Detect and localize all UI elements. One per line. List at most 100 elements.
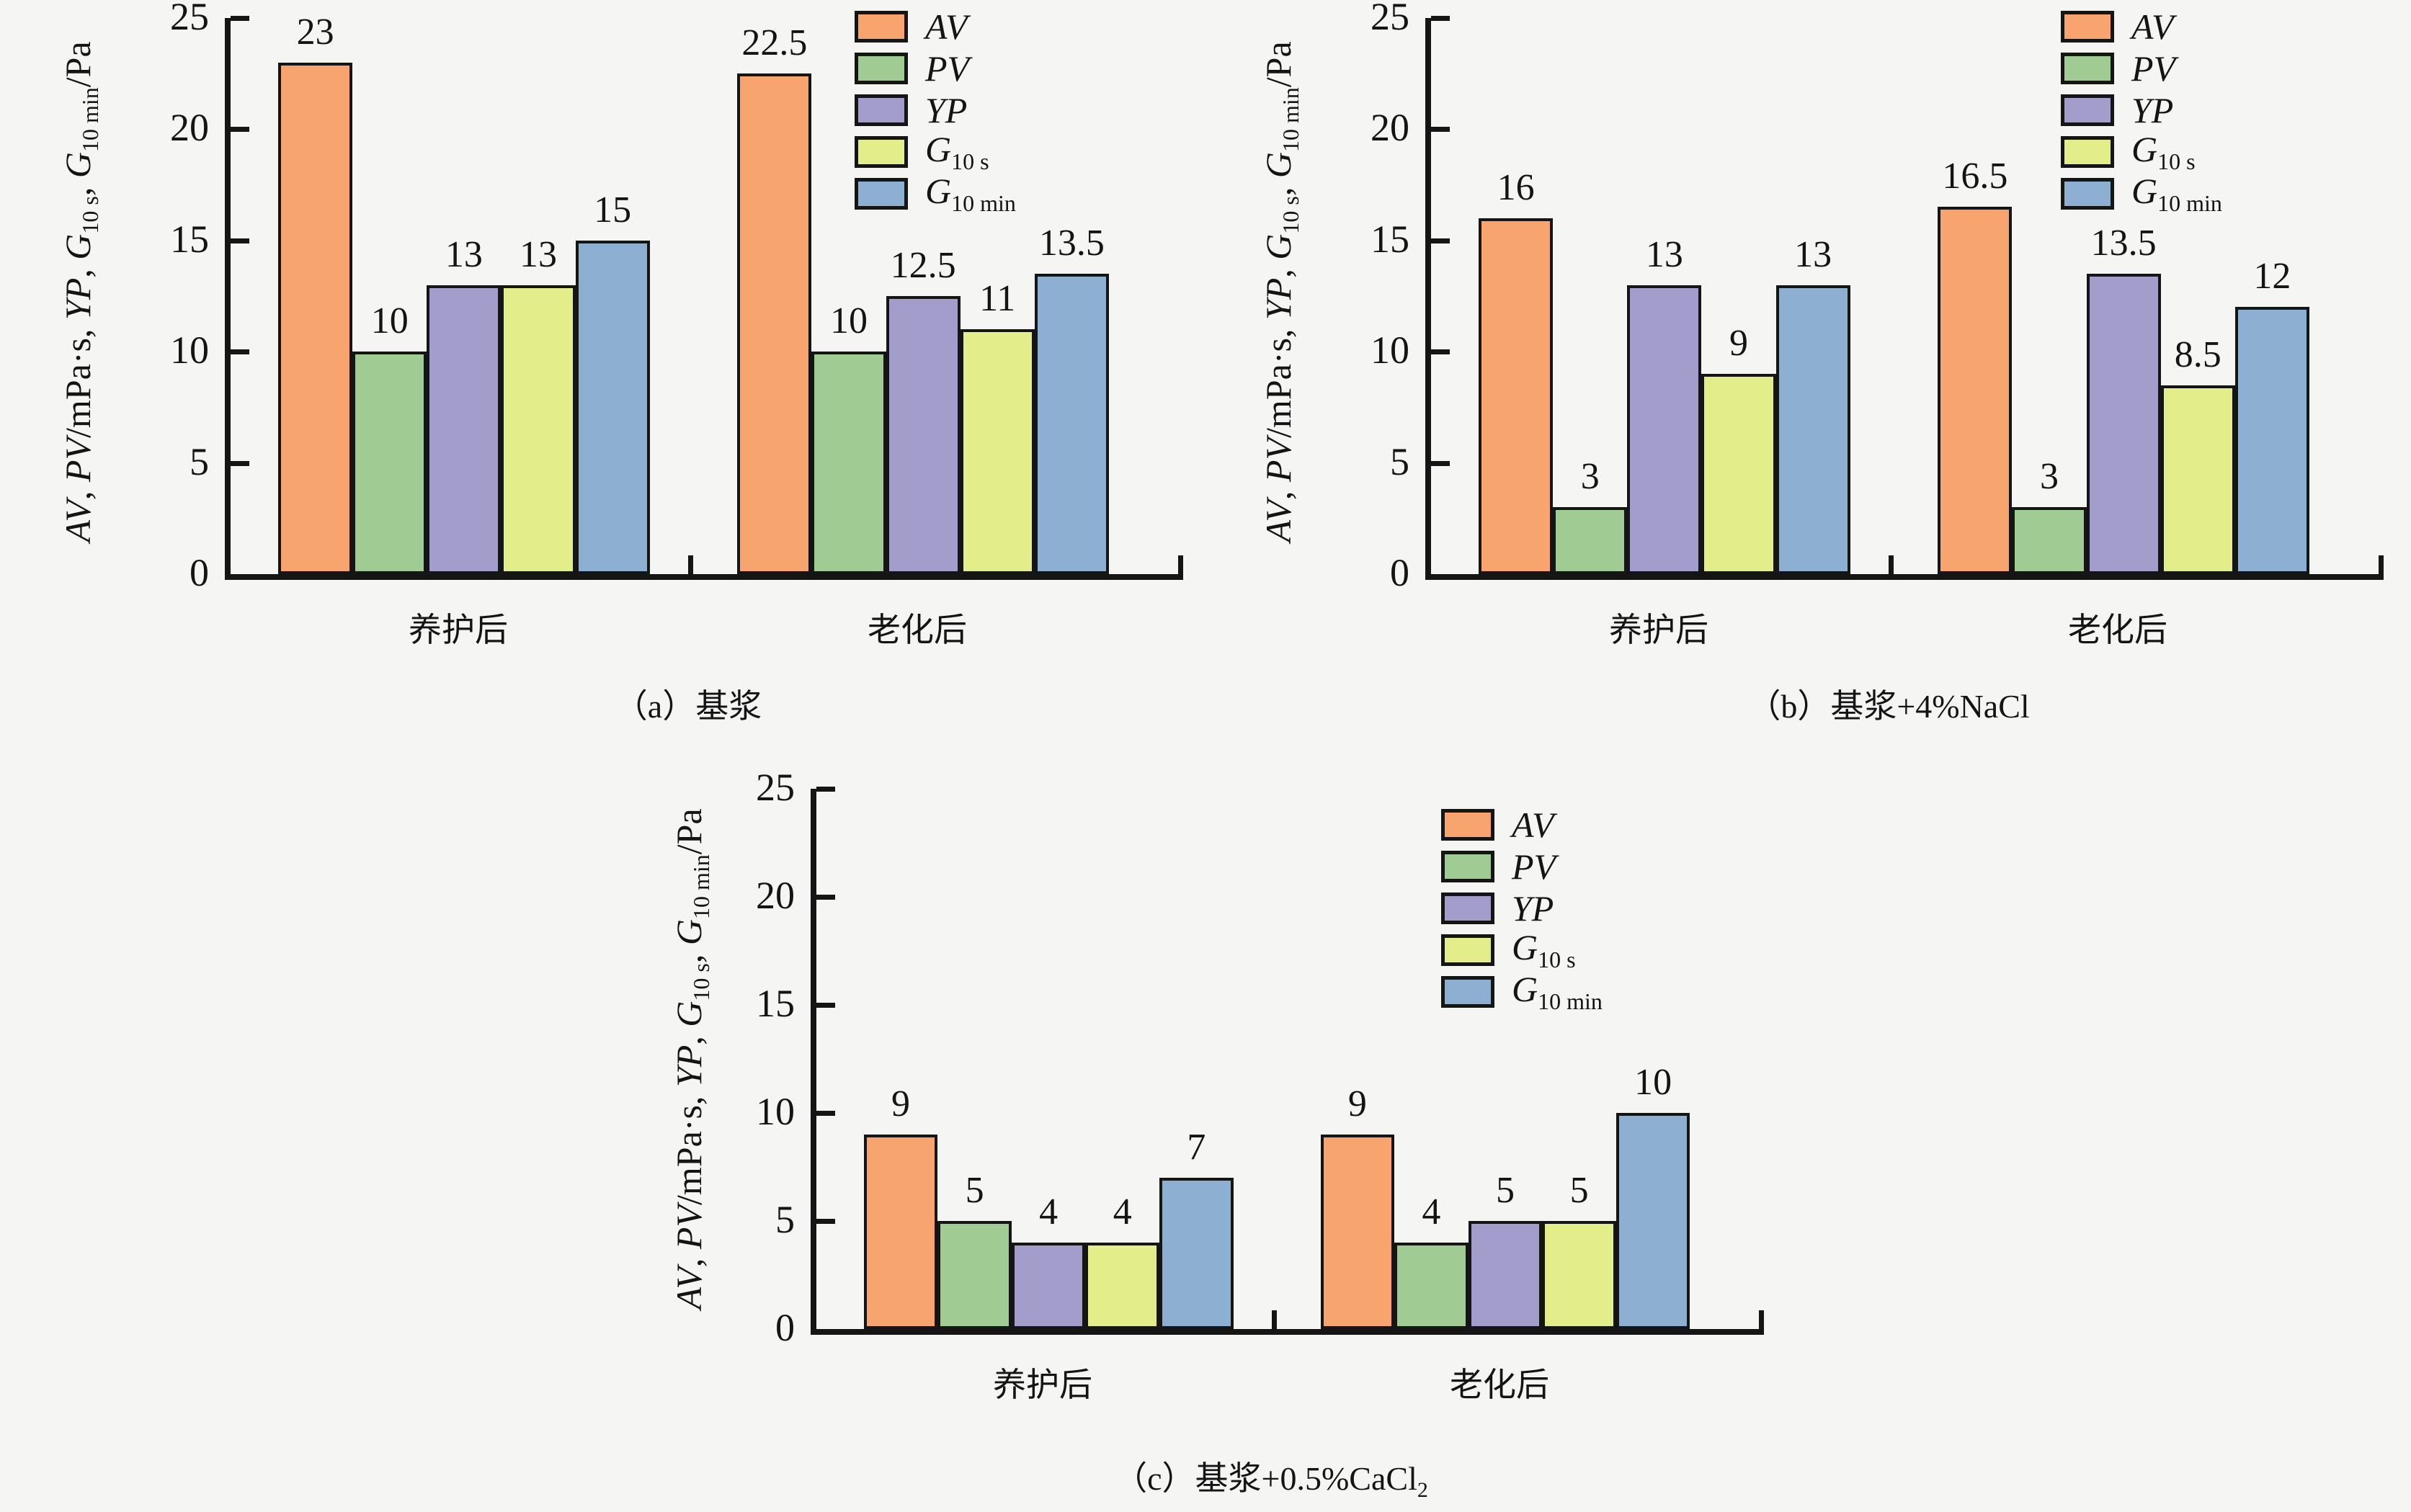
y-axis-tick xyxy=(231,16,249,21)
bar-value-label: 16 xyxy=(1497,166,1535,208)
bar-value-label: 4 xyxy=(1422,1191,1441,1233)
x-category-label-after-aging: 老化后 xyxy=(1450,1366,1549,1403)
bar-value-label: 13 xyxy=(520,233,557,275)
bar-g10min xyxy=(1615,1113,1690,1329)
bar-g10min xyxy=(1034,274,1109,574)
bar-av xyxy=(1320,1135,1395,1329)
x-category-label-after-curing: 养护后 xyxy=(993,1366,1092,1403)
legend-label: AV xyxy=(925,6,968,47)
bar-value-label: 9 xyxy=(891,1083,911,1124)
caption-text: （b）基浆+4%NaCl xyxy=(1747,688,2030,725)
legend-swatch xyxy=(2061,53,2114,84)
legend-label: G10 min xyxy=(2131,171,2222,216)
y-tick-label: 25 xyxy=(1371,0,1409,38)
legend-item-yp: YP xyxy=(1441,890,1554,926)
y-tick-label: 10 xyxy=(170,328,209,372)
legend-swatch xyxy=(1441,976,1494,1008)
x-axis-tick xyxy=(1759,1310,1764,1329)
legend-label: G10 s xyxy=(1512,927,1576,972)
legend-label: YP xyxy=(1512,888,1554,929)
legend-swatch xyxy=(1441,809,1494,841)
bar-pv xyxy=(811,352,886,574)
y-axis-tick xyxy=(1431,127,1450,133)
x-category-label-after-aging: 老化后 xyxy=(2068,612,2167,648)
y-axis-tick xyxy=(816,895,835,900)
chart-caption: （c）基浆+0.5%CaCl2 xyxy=(1114,1462,1428,1501)
x-axis-tick xyxy=(2379,555,2384,574)
legend-item-av: AV xyxy=(1441,807,1554,843)
bar-value-label: 3 xyxy=(2039,456,2059,498)
bar-pv xyxy=(352,352,427,574)
legend-label: PV xyxy=(1512,846,1556,887)
legend-swatch xyxy=(1441,851,1494,882)
bar-g10min xyxy=(575,240,650,574)
bar-value-label: 11 xyxy=(979,278,1016,320)
legend-swatch xyxy=(1441,934,1494,966)
x-axis-tick xyxy=(1889,555,1894,574)
x-axis-tick xyxy=(1272,1310,1278,1329)
bar-value-label: 13 xyxy=(445,233,483,275)
chart-caption: （b）基浆+4%NaCl xyxy=(1747,690,2029,729)
x-category-label-after-curing: 养护后 xyxy=(1609,612,1708,648)
bar-pv xyxy=(937,1221,1012,1329)
legend-swatch xyxy=(855,53,908,84)
legend-swatch xyxy=(855,136,908,168)
bar-value-label: 3 xyxy=(1580,456,1600,498)
legend-label: G10 min xyxy=(1512,969,1603,1014)
y-tick-label: 20 xyxy=(170,106,209,150)
bar-pv xyxy=(1394,1243,1469,1329)
legend-swatch xyxy=(2061,136,2114,168)
bar-av xyxy=(1479,218,1554,574)
bar-value-label: 5 xyxy=(965,1170,984,1211)
x-category-label-after-curing: 养护后 xyxy=(409,612,508,648)
legend-label: PV xyxy=(925,48,970,89)
legend-label: YP xyxy=(925,90,968,130)
legend-label: G10 s xyxy=(2131,129,2196,174)
legend-item-g10min: G10 min xyxy=(855,171,1016,216)
bar-g10s xyxy=(1542,1221,1616,1329)
legend-item-g10min: G10 min xyxy=(1441,969,1603,1014)
legend-item-g10s: G10 s xyxy=(1441,927,1576,972)
legend-swatch xyxy=(2061,11,2114,43)
legend-swatch xyxy=(855,94,908,126)
legend-swatch xyxy=(2061,94,2114,126)
caption-text: （c）基浆+0.5%CaCl xyxy=(1114,1460,1417,1497)
y-tick-label: 15 xyxy=(170,217,209,261)
legend-label: YP xyxy=(2131,90,2174,130)
bar-value-label: 13 xyxy=(1645,233,1683,275)
y-tick-label: 20 xyxy=(1371,106,1409,150)
y-axis-tick xyxy=(1431,460,1450,466)
y-axis-tick xyxy=(231,460,249,466)
bar-yp xyxy=(886,296,961,574)
bar-g10s xyxy=(2160,385,2235,574)
bar-pv xyxy=(2012,507,2087,574)
legend-item-g10min: G10 min xyxy=(2061,171,2222,216)
bar-value-label: 13 xyxy=(1794,233,1832,275)
y-tick-label: 15 xyxy=(1371,217,1409,261)
bar-value-label: 15 xyxy=(594,189,632,231)
legend-label: PV xyxy=(2131,48,2176,89)
bar-av xyxy=(737,73,812,574)
bar-av xyxy=(1938,207,2013,574)
legend-item-av: AV xyxy=(855,9,968,45)
bar-yp xyxy=(1468,1221,1543,1329)
y-tick-label: 20 xyxy=(756,874,795,917)
legend-label: G10 min xyxy=(925,171,1016,216)
y-tick-label: 25 xyxy=(756,766,795,809)
bar-value-label: 16.5 xyxy=(1942,156,2008,197)
y-tick-label: 15 xyxy=(756,982,795,1025)
bar-g10s xyxy=(1701,374,1776,574)
chart-caption: （a）基浆 xyxy=(615,690,762,729)
legend-label: G10 s xyxy=(925,129,989,174)
bar-yp xyxy=(2086,274,2161,574)
bar-yp xyxy=(1627,285,1702,574)
legend-label: AV xyxy=(1512,805,1554,845)
bar-pv xyxy=(1553,507,1628,574)
bar-value-label: 23 xyxy=(296,11,334,53)
y-tick-label: 5 xyxy=(775,1198,795,1241)
legend-item-pv: PV xyxy=(1441,849,1556,885)
bar-value-label: 8.5 xyxy=(2174,334,2221,375)
legend-item-yp: YP xyxy=(2061,92,2173,128)
bar-yp xyxy=(1011,1243,1086,1329)
bar-value-label: 10 xyxy=(1634,1062,1672,1103)
